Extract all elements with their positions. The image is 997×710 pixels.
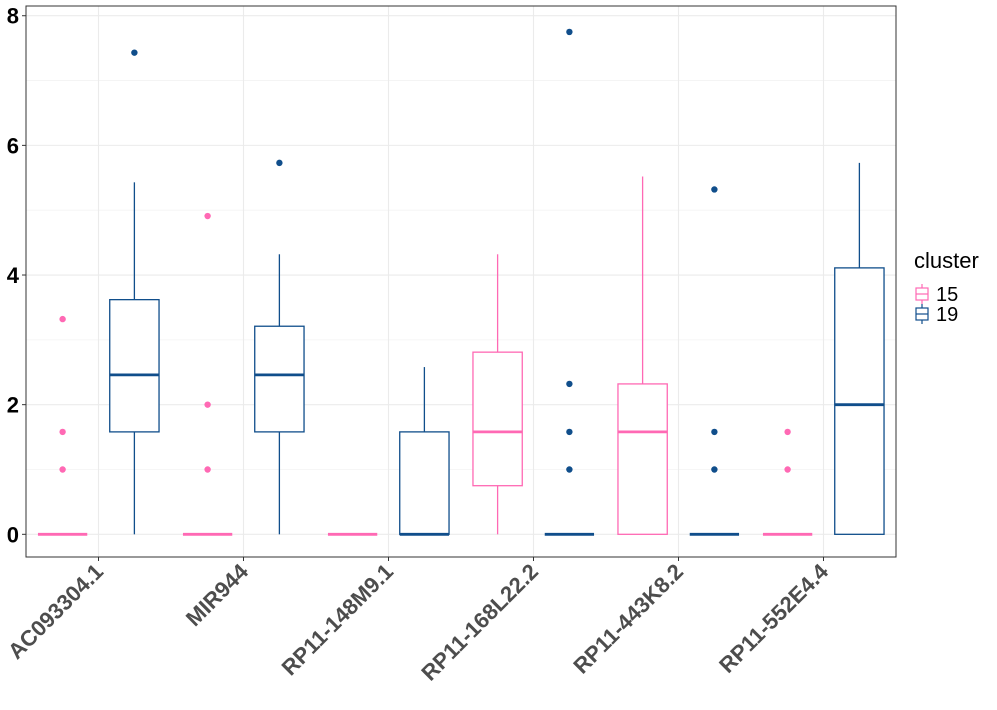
x-tick-label: AC093304.1	[3, 559, 108, 664]
outlier-point	[131, 49, 138, 56]
boxplot-15-AC093304.1	[37, 315, 88, 536]
legend-label-15: 15	[936, 284, 958, 306]
boxplot-19-RP11-443K8.2	[689, 186, 740, 536]
boxplot-15-RP11-168L22.2	[472, 254, 523, 535]
grid-lines	[26, 6, 896, 557]
box-iqr	[617, 383, 668, 535]
outlier-point	[59, 315, 66, 323]
box-iqr	[109, 299, 160, 433]
boxplot-15-MIR944	[182, 212, 233, 536]
boxplot-19-RP11-148M9.1	[399, 367, 450, 536]
x-tick-label: RP11-168L22.2	[416, 559, 543, 686]
box-layer	[37, 28, 885, 536]
outlier-point	[784, 466, 791, 473]
boxplot-19-RP11-168L22.2	[544, 28, 595, 536]
legend-label-19: 19	[936, 304, 958, 326]
y-tick-label: 6	[7, 133, 19, 158]
x-tick-label: RP11-443K8.2	[568, 559, 688, 679]
boxplot-19-MIR944	[254, 159, 305, 535]
x-tick-label: RP11-552E4.4	[714, 558, 833, 677]
outlier-point	[566, 380, 573, 388]
outlier-point	[276, 159, 283, 167]
box-iqr	[399, 431, 450, 535]
boxplot-19-AC093304.1	[109, 49, 160, 535]
outlier-point	[711, 428, 718, 436]
boxplot-15-RP11-552E4.4	[762, 428, 813, 536]
y-tick-label: 0	[7, 522, 19, 547]
x-tick-label: RP11-148M9.1	[277, 559, 398, 680]
box-iqr	[834, 267, 885, 535]
legend-key-15	[915, 284, 929, 304]
outlier-point	[204, 212, 211, 220]
outlier-point	[711, 466, 718, 473]
outlier-point	[784, 428, 791, 436]
outlier-point	[566, 28, 573, 36]
outlier-point	[566, 466, 573, 473]
box-iqr	[254, 325, 305, 433]
plot-border	[25, 5, 897, 558]
legend-key-19	[915, 304, 929, 324]
y-tick-label: 8	[7, 4, 19, 29]
outlier-point	[59, 466, 66, 473]
outlier-point	[566, 428, 573, 436]
outlier-point	[711, 186, 718, 193]
outlier-point	[59, 428, 66, 436]
y-tick-label: 4	[7, 263, 20, 288]
y-tick-label: 2	[7, 393, 19, 418]
outlier-point	[204, 466, 211, 473]
plot-background	[26, 6, 896, 557]
legend-title: cluster	[914, 248, 979, 273]
box-iqr	[472, 351, 523, 487]
boxplot-15-RP11-443K8.2	[617, 176, 668, 535]
boxplot-19-RP11-552E4.4	[834, 162, 885, 535]
x-tick-label: MIR944	[181, 558, 254, 631]
outlier-point	[204, 401, 211, 408]
